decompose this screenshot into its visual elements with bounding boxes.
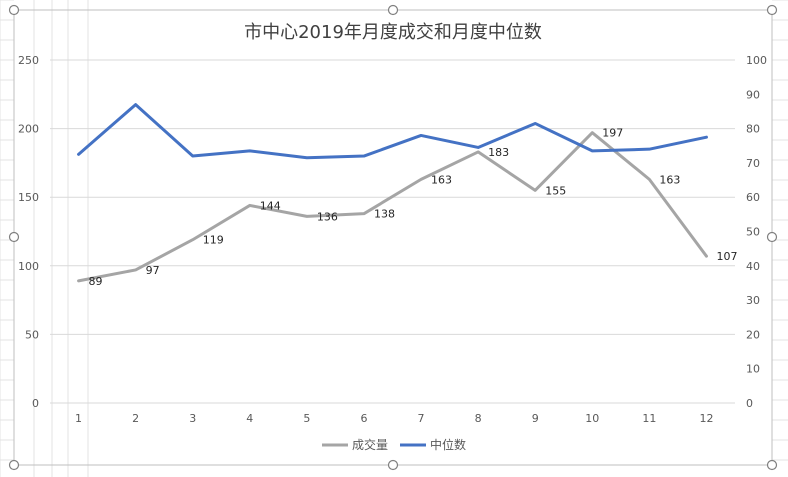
data-label: 183 bbox=[488, 146, 509, 159]
series-line-median bbox=[77, 103, 708, 160]
x-tick-label: 12 bbox=[699, 412, 713, 425]
y-left-tick-label: 200 bbox=[18, 123, 39, 136]
y-right-tick-label: 60 bbox=[746, 191, 760, 204]
y-left-tick-label: 50 bbox=[25, 328, 39, 341]
x-tick-label: 4 bbox=[246, 412, 253, 425]
y-left-tick-label: 250 bbox=[18, 54, 39, 67]
x-tick-label: 8 bbox=[475, 412, 482, 425]
resize-handle[interactable] bbox=[387, 4, 399, 16]
resize-handle[interactable] bbox=[8, 4, 20, 16]
x-tick-label: 6 bbox=[360, 412, 367, 425]
resize-handle[interactable] bbox=[766, 459, 778, 471]
y-right-tick-label: 80 bbox=[746, 123, 760, 136]
y-right-tick-label: 10 bbox=[746, 363, 760, 376]
y-right-tick-label: 70 bbox=[746, 157, 760, 170]
x-tick-label: 11 bbox=[642, 412, 656, 425]
resize-handle[interactable] bbox=[8, 459, 20, 471]
data-label: 89 bbox=[89, 275, 103, 288]
resize-handle[interactable] bbox=[766, 4, 778, 16]
y-right-tick-label: 0 bbox=[746, 397, 753, 410]
y-right-tick-label: 20 bbox=[746, 328, 760, 341]
legend-entry-label: 中位数 bbox=[430, 437, 466, 452]
data-label: 163 bbox=[659, 173, 680, 186]
resize-handle[interactable] bbox=[387, 459, 399, 471]
y-right-tick-label: 30 bbox=[746, 294, 760, 307]
x-tick-label: 1 bbox=[75, 412, 82, 425]
y-left-tick-label: 100 bbox=[18, 260, 39, 273]
x-tick-label: 5 bbox=[303, 412, 310, 425]
x-tick-label: 7 bbox=[418, 412, 425, 425]
legend: 成交量 中位数 bbox=[322, 437, 466, 452]
data-label: 144 bbox=[260, 199, 281, 212]
data-label: 107 bbox=[716, 250, 737, 263]
selection-handles[interactable] bbox=[8, 4, 778, 471]
chart-area-frame[interactable] bbox=[13, 9, 773, 466]
y-right-tick-label: 100 bbox=[746, 54, 767, 67]
data-label: 136 bbox=[317, 210, 338, 223]
y-left-tick-label: 150 bbox=[18, 191, 39, 204]
y-right-tick-label: 90 bbox=[746, 88, 760, 101]
series-line-volume bbox=[77, 131, 708, 283]
data-label: 119 bbox=[203, 234, 224, 247]
data-label: 97 bbox=[146, 264, 160, 277]
x-tick-label: 3 bbox=[189, 412, 196, 425]
chart-title: 市中心2019年月度成交和月度中位数 bbox=[244, 22, 542, 43]
y-right-tick-label: 40 bbox=[746, 260, 760, 273]
y-right-tick-label: 50 bbox=[746, 226, 760, 239]
legend-entry-label: 成交量 bbox=[352, 437, 388, 452]
resize-handle[interactable] bbox=[8, 231, 20, 243]
data-label: 155 bbox=[545, 184, 566, 197]
data-label: 163 bbox=[431, 173, 452, 186]
x-tick-label: 2 bbox=[132, 412, 139, 425]
x-tick-label: 9 bbox=[532, 412, 539, 425]
data-label: 197 bbox=[602, 127, 623, 140]
x-tick-label: 10 bbox=[585, 412, 599, 425]
y-left-tick-label: 0 bbox=[32, 397, 39, 410]
data-label: 138 bbox=[374, 208, 395, 221]
resize-handle[interactable] bbox=[766, 231, 778, 243]
